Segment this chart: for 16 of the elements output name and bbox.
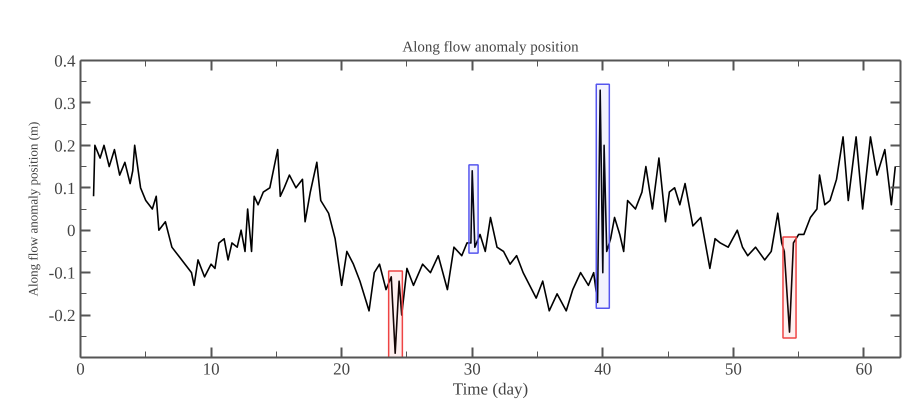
y-tick-label: 0.3 [54, 94, 76, 113]
y-tick-label: -0.1 [48, 264, 76, 283]
y-tick-label: 0.1 [54, 178, 76, 198]
y-tick-label: 0.2 [54, 136, 76, 156]
y-tick-label: 0 [67, 221, 76, 240]
chart-title: Along flow anomaly position [402, 40, 580, 56]
y-tick-label: 0.4 [54, 52, 76, 70]
x-tick-label: 10 [202, 360, 220, 378]
x-axis-title: Time (day) [452, 380, 528, 398]
x-tick-label: 40 [594, 360, 612, 378]
y-tick-label: -0.2 [48, 306, 76, 326]
x-tick-label: 20 [333, 360, 350, 378]
x-tick-label: 50 [724, 360, 742, 378]
x-tick-label: 60 [855, 360, 872, 378]
y-axis-title: Along flow anomaly position (m) [26, 122, 41, 296]
x-tick-label: 30 [464, 360, 481, 378]
